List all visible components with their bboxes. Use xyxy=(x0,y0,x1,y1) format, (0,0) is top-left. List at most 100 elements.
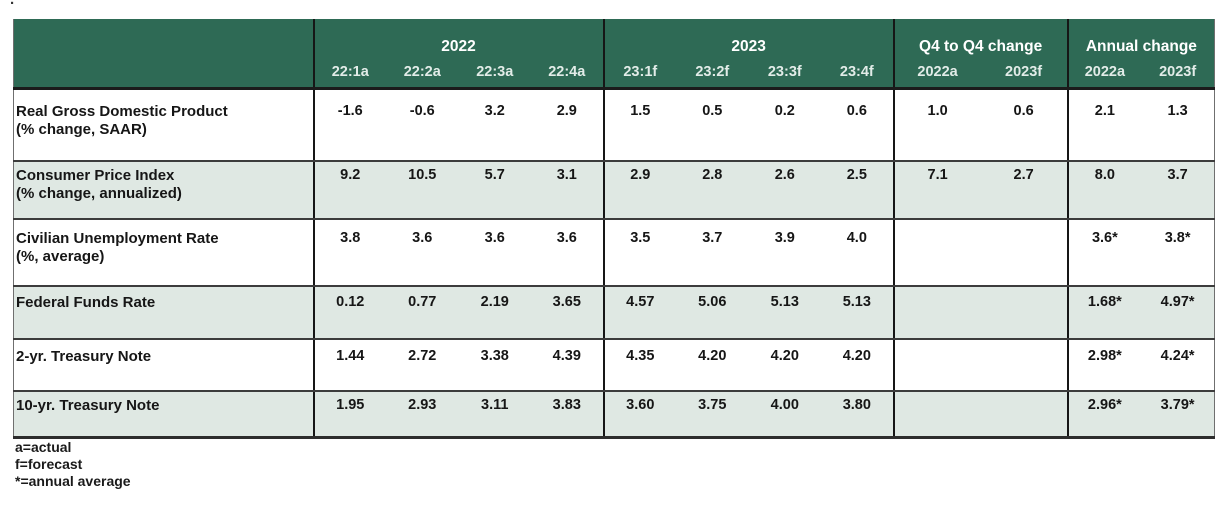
value-cell: 2.5 xyxy=(821,160,894,220)
row-label: 2-yr. Treasury Note xyxy=(16,347,152,365)
column-header-annual-2022a: 2022a xyxy=(1066,56,1142,90)
value-cell: 2.7 xyxy=(980,160,1068,220)
value-cell: 0.2 xyxy=(748,88,822,162)
value-cell: 1.0 xyxy=(892,88,981,162)
row-label-cell: Civilian Unemployment Rate (%, average) xyxy=(13,218,314,287)
value-cell: 4.97* xyxy=(1141,285,1215,340)
value-cell: 3.11 xyxy=(458,390,531,439)
value-cell: 0.5 xyxy=(676,88,749,162)
header-group-q4-to-q4-change: Q4 to Q4 change xyxy=(892,19,1068,56)
table-row-10yr-treasury: 10-yr. Treasury Note 1.95 2.93 3.11 3.83… xyxy=(13,390,1215,439)
value-cell xyxy=(892,390,981,439)
value-cell: 4.35 xyxy=(602,338,677,392)
value-cell: 3.6 xyxy=(386,218,459,287)
value-cell: 8.0 xyxy=(1066,160,1142,220)
column-header-23-3f: 23:3f xyxy=(748,56,822,90)
value-cell: 7.1 xyxy=(892,160,981,220)
value-cell: 3.65 xyxy=(531,285,604,340)
value-cell: 3.7 xyxy=(676,218,749,287)
value-cell: 2.9 xyxy=(531,88,604,162)
value-cell: 0.77 xyxy=(386,285,459,340)
value-cell: 2.96* xyxy=(1066,390,1142,439)
value-cell: 4.0 xyxy=(821,218,894,287)
value-cell: -1.6 xyxy=(312,88,386,162)
value-cell: -0.6 xyxy=(386,88,459,162)
row-label-cell: Federal Funds Rate xyxy=(13,285,314,340)
table-header: 2022 2023 Q4 to Q4 change Annual change … xyxy=(13,19,1215,90)
value-cell: 3.6 xyxy=(458,218,531,287)
header-corner-cell xyxy=(13,19,314,90)
row-label: Real Gross Domestic Product xyxy=(16,103,228,120)
value-cell: 5.06 xyxy=(676,285,749,340)
value-cell: 2.1 xyxy=(1066,88,1142,162)
row-label: Consumer Price Index xyxy=(16,166,175,184)
row-sublabel: (% change, SAAR) xyxy=(16,121,147,138)
column-header-23-2f: 23:2f xyxy=(676,56,749,90)
value-cell: 3.8* xyxy=(1141,218,1215,287)
column-header-22-4a: 22:4a xyxy=(531,56,604,90)
column-header-23-1f: 23:1f xyxy=(602,56,677,90)
value-cell: 3.60 xyxy=(602,390,677,439)
value-cell: 0.6 xyxy=(980,88,1068,162)
value-cell: 3.1 xyxy=(531,160,604,220)
value-cell: 9.2 xyxy=(312,160,386,220)
value-cell: 3.75 xyxy=(676,390,749,439)
value-cell: 2.72 xyxy=(386,338,459,392)
value-cell: 1.44 xyxy=(312,338,386,392)
value-cell: 5.13 xyxy=(821,285,894,340)
value-cell xyxy=(980,285,1068,340)
table-body: Real Gross Domestic Product (% change, S… xyxy=(13,88,1215,439)
column-header-22-1a: 22:1a xyxy=(312,56,386,90)
header-group-2022: 2022 xyxy=(312,19,604,56)
value-cell: 3.9 xyxy=(748,218,822,287)
footnote-actual: a=actual xyxy=(15,439,72,455)
economic-forecast-table: 2022 2023 Q4 to Q4 change Annual change … xyxy=(13,19,1216,439)
value-cell: 3.6 xyxy=(531,218,604,287)
table-row-fed-funds-rate: Federal Funds Rate 0.12 0.77 2.19 3.65 4… xyxy=(13,285,1215,340)
value-cell xyxy=(892,218,981,287)
header-group-row: 2022 2023 Q4 to Q4 change Annual change xyxy=(13,19,1215,90)
value-cell xyxy=(980,338,1068,392)
value-cell: 3.83 xyxy=(531,390,604,439)
table-row-unemployment: Civilian Unemployment Rate (%, average) … xyxy=(13,218,1215,287)
column-header-q4-2023f: 2023f xyxy=(980,56,1068,90)
value-cell: 3.6* xyxy=(1066,218,1142,287)
value-cell xyxy=(980,390,1068,439)
value-cell: 2.93 xyxy=(386,390,459,439)
value-cell: 2.6 xyxy=(748,160,822,220)
value-cell: 2.19 xyxy=(458,285,531,340)
value-cell: 4.39 xyxy=(531,338,604,392)
value-cell: 4.20 xyxy=(676,338,749,392)
value-cell xyxy=(892,338,981,392)
value-cell: 3.80 xyxy=(821,390,894,439)
value-cell: 4.57 xyxy=(602,285,677,340)
row-label: 10-yr. Treasury Note xyxy=(16,396,160,414)
stray-period-mark: . xyxy=(10,0,14,8)
value-cell: 10.5 xyxy=(386,160,459,220)
column-header-22-2a: 22:2a xyxy=(386,56,459,90)
value-cell: 1.5 xyxy=(602,88,677,162)
value-cell: 2.8 xyxy=(676,160,749,220)
value-cell: 2.98* xyxy=(1066,338,1142,392)
value-cell: 1.68* xyxy=(1066,285,1142,340)
row-label: Civilian Unemployment Rate xyxy=(16,229,219,247)
column-header-23-4f: 23:4f xyxy=(821,56,894,90)
value-cell: 3.5 xyxy=(602,218,677,287)
value-cell: 4.00 xyxy=(748,390,822,439)
value-cell: 3.2 xyxy=(458,88,531,162)
value-cell: 4.20 xyxy=(821,338,894,392)
value-cell: 5.13 xyxy=(748,285,822,340)
row-label-cell: Real Gross Domestic Product (% change, S… xyxy=(13,88,314,162)
value-cell: 1.3 xyxy=(1141,88,1215,162)
column-header-22-3a: 22:3a xyxy=(458,56,531,90)
value-cell: 0.6 xyxy=(821,88,894,162)
column-header-annual-2023f: 2023f xyxy=(1141,56,1215,90)
value-cell: 3.79* xyxy=(1141,390,1215,439)
row-label-cell: 10-yr. Treasury Note xyxy=(13,390,314,439)
value-cell: 4.20 xyxy=(748,338,822,392)
footnotes: a=actual f=forecast *=annual average xyxy=(15,439,131,490)
value-cell: 3.38 xyxy=(458,338,531,392)
value-cell: 0.12 xyxy=(312,285,386,340)
row-sublabel: (%, average) xyxy=(16,247,105,265)
header-group-annual-change: Annual change xyxy=(1066,19,1215,56)
